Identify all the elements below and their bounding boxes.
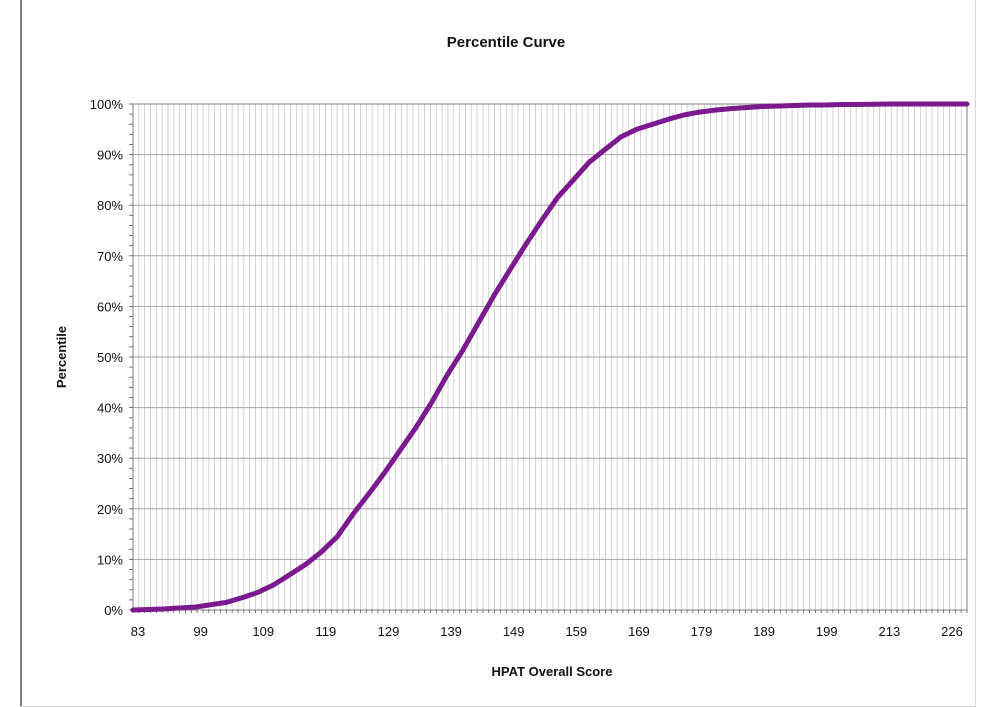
chart-grid [133,103,967,611]
y-tick-label: 30% [97,451,123,466]
x-tick-label: 226 [941,624,963,639]
y-tick-label: 20% [97,502,123,517]
y-tick-label: 0% [104,603,123,618]
x-tick-label: 99 [193,624,207,639]
chart-title: Percentile Curve [447,34,565,51]
x-tick-label: 129 [378,624,400,639]
x-tick-label: 189 [753,624,775,639]
y-axis-title: Percentile [54,326,69,388]
x-tick-label: 83 [131,624,145,639]
x-tick-label: 139 [440,624,462,639]
page-right-border [975,0,976,707]
x-tick-label: 169 [628,624,650,639]
x-tick-label: 199 [816,624,838,639]
y-tick-marks [129,103,133,611]
x-tick-label: 119 [315,624,336,639]
x-tick-marks [132,610,968,613]
y-tick-label: 10% [97,552,123,567]
y-tick-label: 50% [97,350,123,365]
y-tick-label: 80% [97,198,123,213]
page-left-border [20,0,22,707]
y-tick-label: 90% [97,148,123,163]
y-tick-label: 40% [97,401,123,416]
x-axis-title: HPAT Overall Score [492,664,613,679]
x-tick-label: 213 [879,624,901,639]
x-axis-labels: 83 99 109 119 129 139 149 159 169 179 189 199 213 226 [131,624,963,639]
x-tick-label: 149 [503,624,525,639]
percentile-curve-line [130,101,970,613]
x-tick-label: 109 [252,624,274,639]
y-tick-label: 70% [97,249,123,264]
x-tick-label: 159 [565,624,587,639]
y-tick-label: 100% [90,97,124,112]
y-tick-label: 60% [97,299,123,314]
y-axis-labels: 0% 10% 20% 30% 40% 50% 60% 70% 80% 90% 100% [90,97,124,618]
x-tick-label: 179 [691,624,713,639]
series-group [130,101,970,613]
